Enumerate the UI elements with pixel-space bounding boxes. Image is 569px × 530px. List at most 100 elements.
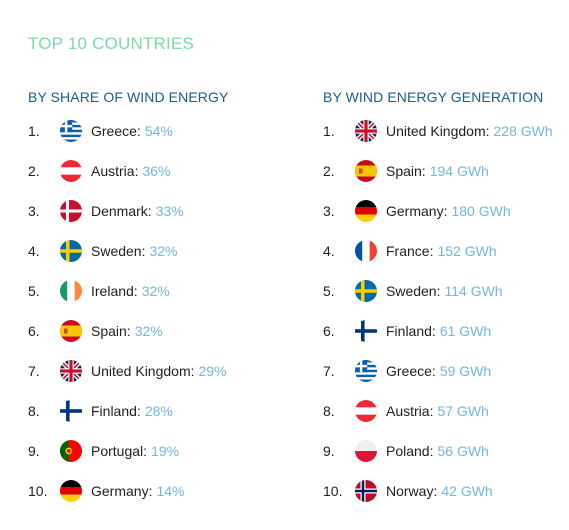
country-value: 32% [134, 323, 163, 339]
rank-number: 5. [323, 283, 335, 299]
rank-number: 8. [28, 403, 40, 419]
country-value: 61 GWh [439, 323, 492, 339]
country-value: 33% [155, 203, 184, 219]
sweden-flag-icon [355, 280, 377, 302]
sweden-flag-icon [60, 240, 82, 262]
rank-number: 1. [323, 123, 335, 139]
country-value: 228 GWh [493, 123, 553, 139]
country-name: Greece: [386, 363, 436, 379]
country-name: Spain: [91, 323, 131, 339]
ireland-flag-icon [60, 280, 82, 302]
rank-number: 7. [323, 363, 335, 379]
country-name: United Kingdom: [91, 363, 195, 379]
rank-number: 6. [323, 323, 335, 339]
poland-flag-icon [355, 440, 377, 462]
rank-number: 6. [28, 323, 40, 339]
country-value: 32% [149, 243, 178, 259]
rank-number: 10. [28, 483, 48, 499]
generation-heading: BY WIND ENERGY GENERATION [323, 89, 544, 105]
country-value: 114 GWh [444, 283, 503, 299]
rank-number: 7. [28, 363, 40, 379]
finland-flag-icon [355, 320, 377, 342]
country-value: 180 GWh [451, 203, 511, 219]
finland-flag-icon [60, 400, 82, 422]
rank-number: 4. [28, 243, 40, 259]
greece-flag-icon [60, 120, 82, 142]
share-list-item: 10. Germany: 14% [28, 480, 185, 502]
portugal-flag-icon [60, 440, 82, 462]
rank-number: 1. [28, 123, 40, 139]
country-name: Germany: [386, 203, 448, 219]
country-value: 14% [156, 483, 185, 499]
country-value: 57 GWh [437, 403, 489, 419]
country-value: 194 GWh [429, 163, 489, 179]
greece-flag-icon [355, 360, 377, 382]
germany-flag-icon [60, 480, 82, 502]
country-value: 42 GWh [441, 483, 493, 499]
share-list-item: 8. Finland: 28% [28, 400, 173, 422]
spain-flag-icon [355, 160, 377, 182]
generation-list-item: 1. United Kingdom: 228 GWh [323, 120, 553, 142]
share-list-item: 5. Ireland: 32% [28, 280, 170, 302]
generation-list-item: 2. Spain: 194 GWh [323, 160, 489, 182]
country-value: 36% [142, 163, 171, 179]
country-name: United Kingdom: [386, 123, 490, 139]
rank-number: 10. [323, 483, 343, 499]
austria-flag-icon [60, 160, 82, 182]
country-name: Denmark: [91, 203, 152, 219]
generation-list-item: 4. France: 152 GWh [323, 240, 497, 262]
share-list-item: 1. Greece: 54% [28, 120, 173, 142]
country-name: France: [386, 243, 434, 259]
country-name: Portugal: [91, 443, 148, 459]
uk-flag-icon [60, 360, 82, 382]
generation-list-item: 8. Austria: 57 GWh [323, 400, 489, 422]
germany-flag-icon [355, 200, 377, 222]
country-value: 32% [141, 283, 170, 299]
rank-number: 3. [28, 203, 40, 219]
rank-number: 5. [28, 283, 40, 299]
country-name: Sweden: [91, 243, 146, 259]
rank-number: 2. [28, 163, 40, 179]
denmark-flag-icon [60, 200, 82, 222]
rank-number: 4. [323, 243, 335, 259]
share-list-item: 3. Denmark: 33% [28, 200, 184, 222]
country-name: Ireland: [91, 283, 138, 299]
uk-flag-icon [355, 120, 377, 142]
country-name: Germany: [91, 483, 153, 499]
generation-list-item: 9. Poland: 56 GWh [323, 440, 489, 462]
country-name: Austria: [386, 403, 434, 419]
rank-number: 8. [323, 403, 335, 419]
generation-list-item: 5. Sweden: 114 GWh [323, 280, 503, 302]
rank-number: 9. [323, 443, 335, 459]
country-value: 152 GWh [437, 243, 497, 259]
rank-number: 2. [323, 163, 335, 179]
share-list-item: 6. Spain: 32% [28, 320, 163, 342]
generation-list-item: 3. Germany: 180 GWh [323, 200, 511, 222]
country-name: Spain: [386, 163, 426, 179]
country-value: 28% [144, 403, 173, 419]
country-name: Poland: [386, 443, 434, 459]
generation-list-item: 10. Norway: 42 GWh [323, 480, 493, 502]
country-name: Finland: [386, 323, 436, 339]
country-value: 59 GWh [439, 363, 492, 379]
spain-flag-icon [60, 320, 82, 342]
country-value: 29% [198, 363, 227, 379]
rank-number: 3. [323, 203, 335, 219]
country-name: Austria: [91, 163, 139, 179]
share-heading: BY SHARE OF WIND ENERGY [28, 89, 229, 105]
share-list-item: 4. Sweden: 32% [28, 240, 178, 262]
france-flag-icon [355, 240, 377, 262]
country-value: 54% [144, 123, 173, 139]
share-list-item: 2. Austria: 36% [28, 160, 171, 182]
country-name: Finland: [91, 403, 141, 419]
country-value: 19% [151, 443, 180, 459]
austria-flag-icon [355, 400, 377, 422]
page-title: TOP 10 COUNTRIES [28, 34, 195, 53]
generation-list-item: 7. Greece: 59 GWh [323, 360, 491, 382]
rank-number: 9. [28, 443, 40, 459]
norway-flag-icon [355, 480, 377, 502]
country-name: Norway: [386, 483, 438, 499]
country-value: 56 GWh [437, 443, 489, 459]
generation-list-item: 6. Finland: 61 GWh [323, 320, 491, 342]
share-list-item: 7. United Kingdom: 29% [28, 360, 227, 382]
